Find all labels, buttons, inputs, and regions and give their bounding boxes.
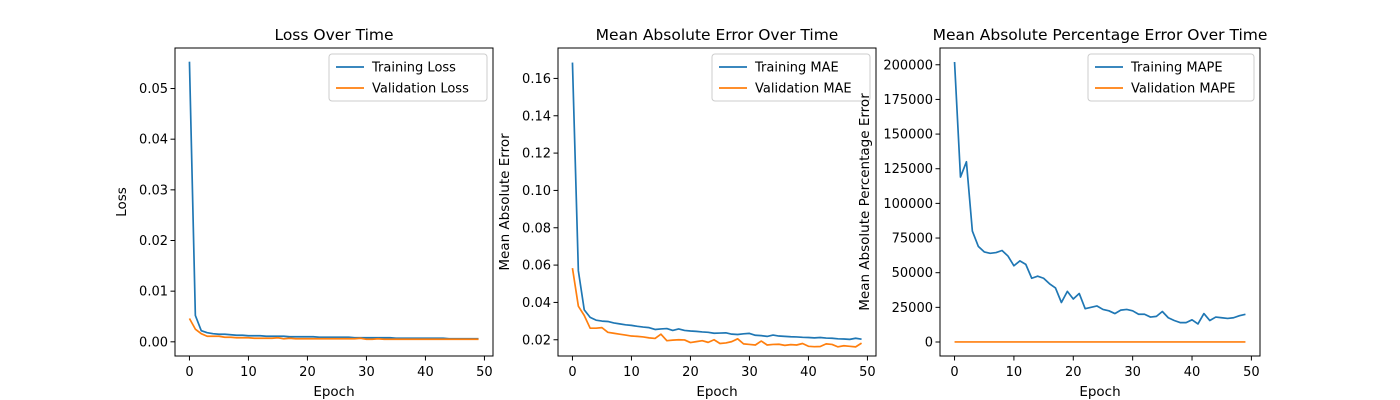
x-tick-label: 10 bbox=[240, 365, 257, 380]
legend: Training Loss Validation Loss bbox=[328, 53, 488, 102]
y-tick-label: 100000 bbox=[883, 197, 933, 212]
x-tick-label: 20 bbox=[682, 365, 699, 380]
y-tick-label: 0.10 bbox=[522, 184, 551, 199]
y-tick-label: 25000 bbox=[892, 301, 933, 316]
y-tick-label: 0.12 bbox=[522, 147, 551, 162]
x-tick-label: 20 bbox=[299, 365, 316, 380]
x-axis-label: Epoch bbox=[313, 384, 354, 400]
legend: Training MAE Validation MAE bbox=[711, 53, 871, 102]
y-tick-label: 0.02 bbox=[522, 333, 551, 348]
chart-2: 0 10 20 30 40 50 0.02 0.04 0.06 0.08 0.10 0.12 0.14 0… bbox=[497, 26, 877, 400]
x-tick-label: 40 bbox=[800, 365, 817, 380]
y-tick-label: 0.04 bbox=[139, 133, 168, 148]
chart-title: Loss Over Time bbox=[274, 26, 393, 44]
legend-box bbox=[1087, 53, 1255, 102]
legend-label: Validation Loss bbox=[372, 82, 469, 97]
chart-1: 0 10 20 30 40 50 0.00 0.01 0.02 0.03 0.04 0.05 Loss … bbox=[114, 26, 494, 400]
x-tick-label: 0 bbox=[950, 365, 958, 380]
y-axis-label: Loss bbox=[114, 187, 130, 217]
x-tick-label: 10 bbox=[1006, 365, 1023, 380]
x-tick-label: 40 bbox=[1184, 365, 1201, 380]
y-tick-label: 150000 bbox=[883, 128, 933, 143]
y-tick-label: 125000 bbox=[883, 162, 933, 177]
legend: Training MAPE Validation MAPE bbox=[1087, 53, 1255, 102]
x-tick-label: 50 bbox=[476, 365, 493, 380]
x-tick-label: 30 bbox=[741, 365, 758, 380]
chart-3: 0 10 20 30 40 50 0 25000 50000 75000 100000 125000 1… bbox=[857, 26, 1267, 400]
legend-label: Validation MAE bbox=[755, 82, 852, 97]
y-tick-label: 0.16 bbox=[522, 72, 551, 87]
y-tick-label: 0 bbox=[925, 336, 933, 351]
y-tick-label: 0.04 bbox=[522, 296, 551, 311]
y-tick-label: 175000 bbox=[883, 93, 933, 108]
x-tick-label: 50 bbox=[1243, 365, 1260, 380]
x-tick-label: 30 bbox=[358, 365, 375, 380]
x-tick-label: 50 bbox=[859, 365, 876, 380]
legend-label: Training MAE bbox=[754, 61, 839, 76]
y-tick-label: 0.03 bbox=[139, 183, 168, 198]
x-tick-label: 0 bbox=[568, 365, 576, 380]
chart-title: Mean Absolute Percentage Error Over Time bbox=[933, 26, 1268, 44]
chart-title: Mean Absolute Error Over Time bbox=[596, 26, 839, 44]
y-tick-label: 0.05 bbox=[139, 82, 168, 97]
series-line-validation-loss bbox=[188, 318, 479, 341]
x-tick-label: 20 bbox=[1065, 365, 1082, 380]
x-tick-label: 30 bbox=[1124, 365, 1141, 380]
y-axis-label: Mean Absolute Percentage Error bbox=[857, 93, 873, 311]
y-axis-label: Mean Absolute Error bbox=[497, 133, 513, 271]
x-axis-label: Epoch bbox=[1079, 384, 1120, 400]
y-tick-label: 200000 bbox=[883, 58, 933, 73]
series-line-training-loss bbox=[188, 61, 479, 340]
legend-label: Training MAPE bbox=[1130, 61, 1223, 76]
legend-label: Validation MAPE bbox=[1131, 82, 1236, 97]
y-tick-label: 75000 bbox=[892, 232, 933, 247]
x-tick-label: 0 bbox=[185, 365, 193, 380]
y-tick-label: 50000 bbox=[892, 266, 933, 281]
x-tick-label: 40 bbox=[417, 365, 434, 380]
series-line-validation-mae bbox=[571, 267, 863, 348]
legend-box bbox=[328, 53, 488, 102]
y-tick-label: 0.02 bbox=[139, 234, 168, 249]
y-tick-label: 0.01 bbox=[139, 285, 168, 300]
y-tick-label: 0.00 bbox=[139, 335, 168, 350]
y-tick-label: 0.14 bbox=[522, 109, 551, 124]
legend-label: Training Loss bbox=[371, 61, 456, 76]
x-axis-label: Epoch bbox=[696, 384, 737, 400]
legend-box bbox=[711, 53, 871, 102]
series-line-training-mae bbox=[571, 62, 862, 341]
y-tick-label: 0.08 bbox=[522, 221, 551, 236]
series-line-training-mape bbox=[953, 61, 1246, 325]
y-tick-label: 0.06 bbox=[522, 259, 551, 274]
x-tick-label: 10 bbox=[623, 365, 640, 380]
